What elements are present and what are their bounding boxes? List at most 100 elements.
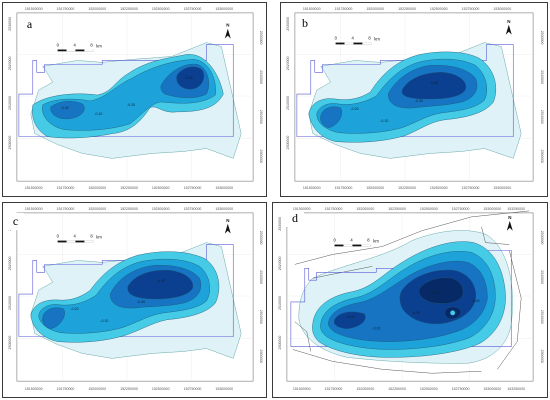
x-tick: 153250000 xyxy=(507,207,525,211)
scale-bar: 0 4 8 km xyxy=(57,43,102,52)
x-tick: 153000000 xyxy=(493,186,511,190)
x-tick: 152500000 xyxy=(152,7,170,11)
x-tick: 152500000 xyxy=(152,186,170,190)
contour-level-4 xyxy=(127,270,193,300)
y-tick: 2520000 xyxy=(259,270,263,284)
x-tick: 152000000 xyxy=(356,207,374,211)
contour-level-4 xyxy=(176,66,205,90)
y-axis-ticks: 2530000 2520000 2510000 2500000 2530000 … xyxy=(278,217,544,363)
x-tick: 151750000 xyxy=(325,207,343,211)
y-tick: 2500000 xyxy=(8,336,12,350)
x-axis-ticks: 151500000 151750000 152000000 152250000 … xyxy=(25,7,233,190)
x-tick: 152000000 xyxy=(88,387,106,391)
x-tick: 152250000 xyxy=(120,387,138,391)
x-tick: 151750000 xyxy=(57,186,75,190)
scale-tick: 8 xyxy=(90,234,93,239)
x-tick: 151500000 xyxy=(25,207,43,211)
x-tick: 151750000 xyxy=(57,387,75,391)
x-tick: 151500000 xyxy=(293,207,311,211)
x-tick: 152250000 xyxy=(388,207,406,211)
scale-tick: 0 xyxy=(57,234,60,239)
contour-labels: -0.10 -0.20 -0.30 -0.40 xyxy=(70,279,164,323)
x-tick: 152000000 xyxy=(356,387,374,391)
x-tick: 152750000 xyxy=(184,7,202,11)
y-tick: 2510000 xyxy=(8,296,12,310)
y-tick: 2520000 xyxy=(286,56,290,70)
map-d: -0.10 -0.20 -0.30 -0.40 -0.50 0 4 8 km N… xyxy=(278,207,544,391)
panel-label: b xyxy=(297,15,313,32)
scale-unit: km xyxy=(96,44,102,49)
contour-labels: -0.10 -0.20 -0.30 -0.40 xyxy=(350,81,438,123)
x-tick: 153000000 xyxy=(215,207,233,211)
scale-bar: 0 4 8 km xyxy=(334,238,379,247)
north-arrow-icon: N xyxy=(505,19,512,35)
x-tick: 153000000 xyxy=(483,207,501,211)
x-tick: 152750000 xyxy=(184,186,202,190)
x-tick: 152000000 xyxy=(88,186,106,190)
scale-tick: 8 xyxy=(368,36,371,41)
x-tick: 153250000 xyxy=(507,387,525,391)
contour-label: -0.40 xyxy=(472,299,480,303)
north-label: N xyxy=(508,215,511,220)
x-tick: 152250000 xyxy=(120,7,138,11)
x-tick: 152750000 xyxy=(452,207,470,211)
map-panel-c: -0.10 -0.20 -0.30 -0.40 0 4 8 km N 15150… xyxy=(2,202,267,398)
north-label: N xyxy=(226,218,229,223)
x-tick: 152500000 xyxy=(420,207,438,211)
contour-labels: -0.10 -0.20 -0.30 -0.40 xyxy=(61,76,193,116)
north-label: N xyxy=(507,19,510,24)
x-tick: 152750000 xyxy=(462,7,480,11)
contour-label: -0.20 xyxy=(350,107,358,111)
x-tick: 153000000 xyxy=(493,7,511,11)
y-tick: 2530000 xyxy=(259,31,263,45)
y-tick: 2510000 xyxy=(8,96,12,110)
y-tick: 2520000 xyxy=(259,70,263,84)
x-tick: 151500000 xyxy=(293,387,311,391)
x-tick: 152500000 xyxy=(152,207,170,211)
contour-level-3 xyxy=(50,63,209,120)
y-tick: 2510000 xyxy=(540,110,544,124)
y-tick: 2510000 xyxy=(259,110,263,124)
y-tick: 2520000 xyxy=(8,256,12,270)
scale-unit: km xyxy=(374,37,380,42)
north-arrow-icon: N xyxy=(224,218,231,234)
y-tick: 2510000 xyxy=(259,310,263,324)
x-tick: 152250000 xyxy=(120,207,138,211)
map-b: -0.10 -0.20 -0.30 -0.40 0 4 8 km N 15150… xyxy=(286,7,544,190)
x-tick: 152750000 xyxy=(462,186,480,190)
north-arrow-icon: N xyxy=(224,23,231,39)
x-tick: 151750000 xyxy=(57,207,75,211)
panel-label: a xyxy=(20,16,39,33)
x-tick: 152000000 xyxy=(366,186,384,190)
y-tick: 2510000 xyxy=(540,310,544,324)
x-tick: 153000000 xyxy=(215,387,233,391)
y-tick: 2500000 xyxy=(286,136,290,150)
map-a: -0.10 -0.20 -0.30 -0.40 0 4 8 km N 15150… xyxy=(8,7,263,190)
y-tick: 2520000 xyxy=(278,256,282,270)
y-tick: 2500000 xyxy=(278,336,282,350)
study-boundary xyxy=(18,44,234,137)
x-tick: 151500000 xyxy=(303,186,321,190)
contour-label: -0.20 xyxy=(346,315,354,319)
x-tick: 153000000 xyxy=(215,186,233,190)
y-tick: 2510000 xyxy=(278,296,282,310)
scale-unit: km xyxy=(96,235,102,240)
contour-label: -0.10 xyxy=(94,112,102,116)
y-tick: 2500000 xyxy=(8,136,12,150)
scale-bar: 0 4 8 km xyxy=(57,234,102,243)
y-axis-ticks: 2530000 2520000 2510000 2500000 2530000 … xyxy=(8,17,263,163)
x-tick: 151750000 xyxy=(57,7,75,11)
y-tick: 2530000 xyxy=(540,231,544,245)
contour-level-5 xyxy=(418,277,464,320)
map-c: -0.10 -0.20 -0.30 -0.40 0 4 8 km N 15150… xyxy=(8,207,263,391)
scale-tick: 4 xyxy=(350,238,353,243)
contour-label: -0.30 xyxy=(61,106,69,110)
x-tick: 152750000 xyxy=(452,387,470,391)
y-tick: 2530000 xyxy=(540,31,544,45)
x-tick: 151750000 xyxy=(335,186,353,190)
x-tick: 151750000 xyxy=(325,387,343,391)
contour-label: -0.50 xyxy=(432,291,440,295)
contour-label: -0.10 xyxy=(372,327,380,331)
contour-label: -0.30 xyxy=(412,311,420,315)
road-lines xyxy=(292,210,530,374)
